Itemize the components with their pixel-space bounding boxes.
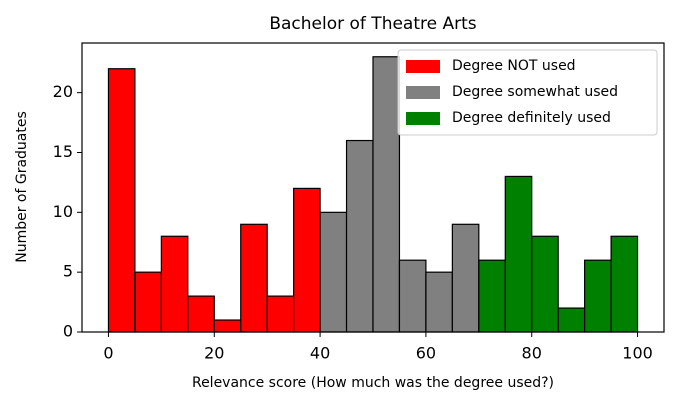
x-tick-label: 80 <box>522 344 542 363</box>
bar <box>213 319 242 333</box>
y-tick-label: 5 <box>63 262 73 281</box>
bar <box>160 235 189 333</box>
y-tick-label: 15 <box>53 142 73 161</box>
y-tick-label: 0 <box>63 322 73 341</box>
bar <box>345 139 374 333</box>
x-axis-label: Relevance score (How much was the degree… <box>192 375 554 391</box>
bar <box>187 295 215 333</box>
bar <box>240 223 268 333</box>
bar <box>266 295 295 333</box>
legend-swatch <box>406 112 440 125</box>
bar <box>425 271 453 333</box>
y-tick-label: 20 <box>53 82 73 101</box>
bar <box>531 235 559 333</box>
bar <box>293 187 321 333</box>
y-tick-label: 10 <box>53 202 73 221</box>
bar <box>372 56 401 333</box>
legend-swatch <box>406 86 440 99</box>
bar <box>319 211 348 333</box>
legend-label: Degree definitely used <box>452 110 611 126</box>
bar <box>584 259 612 333</box>
bar <box>610 235 639 333</box>
bar <box>451 223 480 333</box>
x-tick-label: 0 <box>103 344 113 363</box>
chart-title: Bachelor of Theatre Arts <box>269 14 476 34</box>
bar <box>478 259 506 333</box>
bar <box>398 259 427 333</box>
bar <box>107 68 136 333</box>
bar <box>504 175 533 333</box>
legend-swatch <box>406 60 440 73</box>
bar <box>134 271 162 333</box>
x-tick-label: 40 <box>310 344 330 363</box>
legend-label: Degree somewhat used <box>452 84 618 100</box>
plot-frame <box>81 42 665 333</box>
legend-box <box>397 49 658 136</box>
y-axis-label: Number of Graduates <box>14 111 30 263</box>
bar <box>557 307 586 333</box>
x-tick-label: 60 <box>416 344 436 363</box>
x-tick-label: 20 <box>204 344 224 363</box>
x-tick-label: 100 <box>622 344 653 363</box>
legend-label: Degree NOT used <box>452 58 576 74</box>
